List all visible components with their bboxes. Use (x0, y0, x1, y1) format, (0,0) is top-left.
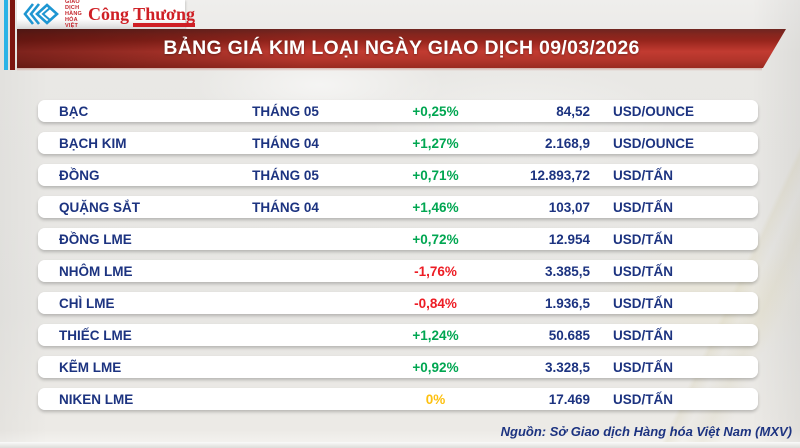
price-cell: 2.168,9 (544, 135, 590, 151)
commodity-name-cell: BẠCH KIM (59, 135, 127, 151)
title-banner: BẢNG GIÁ KIM LOẠI NGÀY GIAO DỊCH 09/03/2… (17, 29, 786, 68)
table-row: ĐỒNG THÁNG 05 +0,71% 12.893,72 USD/TẤN (38, 164, 758, 186)
change-cell: +0,92% (412, 359, 459, 375)
logo-plate: SỞ GIAO DỊCH HÀNG HÓA VIỆT NAM Công Thươ… (17, 0, 195, 35)
price-cell: 84,52 (556, 103, 590, 119)
unit-cell: USD/TẤN (613, 231, 673, 247)
change-cell: -1,76% (414, 263, 457, 279)
unit-cell: USD/OUNCE (613, 135, 695, 151)
mxv-logo-line1: SỞ GIAO DỊCH (65, 0, 80, 11)
unit-cell: USD/TẤN (613, 295, 673, 311)
change-cell: +1,27% (412, 135, 459, 151)
congthuong-logo-underbar (132, 23, 195, 27)
page-title: BẢNG GIÁ KIM LOẠI NGÀY GIAO DỊCH 09/03/2… (163, 37, 640, 59)
table-row: NHÔM LME -1,76% 3.385,5 USD/TẤN (38, 260, 758, 282)
commodity-name-cell: NHÔM LME (59, 263, 133, 279)
table-row: ĐỒNG LME +0,72% 12.954 USD/TẤN (38, 228, 758, 250)
contract-month-cell: THÁNG 04 (252, 135, 319, 151)
unit-cell: USD/OUNCE (613, 103, 695, 119)
table-row: QUẶNG SẮT THÁNG 04 +1,46% 103,07 USD/TẤN (38, 196, 758, 218)
left-accent-maroon-stripe (10, 0, 15, 70)
commodity-name-cell: THIẾC LME (59, 327, 132, 343)
unit-cell: USD/TẤN (613, 359, 673, 375)
table-row: CHÌ LME -0,84% 1.936,5 USD/TẤN (38, 292, 758, 314)
table-row: KẼM LME +0,92% 3.328,5 USD/TẤN (38, 356, 758, 378)
price-table: BẠC THÁNG 05 +0,25% 84,52 USD/OUNCE BẠCH… (38, 100, 758, 410)
change-cell: 0% (425, 391, 446, 407)
unit-cell: USD/TẤN (613, 327, 673, 343)
change-cell: +0,71% (412, 167, 459, 183)
commodity-name-cell: KẼM LME (59, 359, 122, 375)
table-row: BẠCH KIM THÁNG 04 +1,27% 2.168,9 USD/OUN… (38, 132, 758, 154)
title-banner-shadow (17, 68, 762, 71)
commodity-name-cell: QUẶNG SẮT (59, 199, 140, 215)
change-cell: +0,25% (412, 103, 459, 119)
commodity-name-cell: ĐỒNG LME (59, 231, 132, 247)
commodity-name-cell: NIKEN LME (59, 391, 134, 407)
price-cell: 3.328,5 (544, 359, 590, 375)
price-cell: 3.385,5 (544, 263, 590, 279)
commodity-name-cell: CHÌ LME (59, 295, 115, 311)
price-cell: 50.685 (548, 327, 590, 343)
unit-cell: USD/TẤN (613, 263, 673, 279)
contract-month-cell: THÁNG 05 (252, 167, 319, 183)
change-cell: +1,24% (412, 327, 459, 343)
unit-cell: USD/TẤN (613, 391, 673, 407)
price-cell: 103,07 (548, 199, 590, 215)
price-cell: 12.893,72 (529, 167, 590, 183)
mxv-logo-line2: HÀNG HÓA (65, 11, 82, 23)
table-row: THIẾC LME +1,24% 50.685 USD/TẤN (38, 324, 758, 346)
unit-cell: USD/TẤN (613, 199, 673, 215)
change-cell: -0,84% (414, 295, 457, 311)
congthuong-logo-text: Công Thương (88, 4, 195, 24)
unit-cell: USD/TẤN (613, 167, 673, 183)
price-cell: 1.936,5 (544, 295, 590, 311)
contract-month-cell: THÁNG 04 (252, 199, 319, 215)
change-cell: +1,46% (412, 199, 459, 215)
contract-month-cell: THÁNG 05 (252, 103, 319, 119)
congthuong-logo: Công Thương (88, 4, 195, 27)
source-attribution: Nguồn: Sở Giao dịch Hàng hóa Việt Nam (M… (500, 424, 792, 439)
commodity-name-cell: BẠC (59, 103, 89, 119)
mxv-logo-icon (23, 2, 61, 26)
table-row: NIKEN LME 0% 17.469 USD/TẤN (38, 388, 758, 410)
table-row: BẠC THÁNG 05 +0,25% 84,52 USD/OUNCE (38, 100, 758, 122)
commodity-name-cell: ĐỒNG (59, 167, 100, 183)
price-cell: 12.954 (548, 231, 590, 247)
bottom-edge-strip (0, 442, 800, 448)
change-cell: +0,72% (412, 231, 459, 247)
left-accent-cyan-stripe (4, 0, 8, 70)
price-cell: 17.469 (548, 391, 590, 407)
